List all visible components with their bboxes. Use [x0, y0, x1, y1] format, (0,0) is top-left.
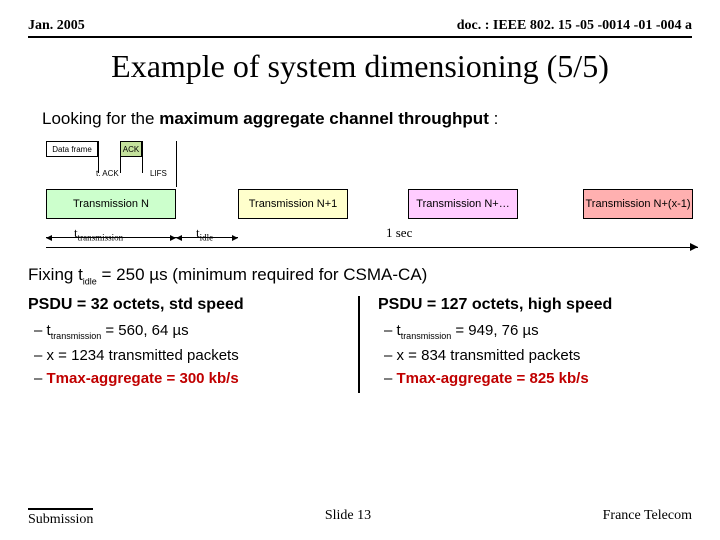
axis-arrowhead [690, 243, 698, 251]
ttrans-arrow [46, 237, 176, 238]
left-column: PSDU = 32 octets, std speed ttransmissio… [28, 296, 360, 393]
timing-diagram: Data frame ACK t. ACK LIFS Transmission … [28, 137, 692, 257]
page-title: Example of system dimensioning (5/5) [28, 48, 692, 85]
ack-box: ACK [120, 141, 142, 157]
prompt-suf: : [489, 109, 498, 128]
tick [120, 141, 121, 173]
one-sec-label: 1 sec [386, 225, 412, 241]
footer: Submission Slide 13 France Telecom [28, 508, 692, 528]
right-b2: x = 834 transmitted packets [402, 347, 692, 364]
tx-n-box: Transmission N [46, 189, 176, 219]
ttransmission-label: ttransmission [74, 225, 123, 243]
header-date: Jan. 2005 [28, 18, 85, 34]
data-frame-box: Data frame [46, 141, 98, 157]
footer-org: France Telecom [603, 508, 692, 528]
right-column: PSDU = 127 octets, high speed ttransmiss… [360, 296, 692, 393]
left-heading: PSDU = 32 octets, std speed [28, 296, 346, 314]
prompt-pre: Looking for the [42, 109, 159, 128]
right-b3: Tmax-aggregate = 825 kb/s [402, 370, 692, 387]
prompt-bold: maximum aggregate channel throughput [159, 109, 489, 128]
left-b3: Tmax-aggregate = 300 kb/s [52, 370, 346, 387]
right-b1: ttransmission = 949, 76 µs [402, 322, 692, 341]
tick [176, 141, 177, 187]
tidle-label: tidle [196, 225, 213, 243]
tx-nx-box: Transmission N+(x-1) [583, 189, 693, 219]
header: Jan. 2005 doc. : IEEE 802. 15 -05 -0014 … [28, 18, 692, 38]
tidle-arrow [176, 237, 238, 238]
axis-line [46, 247, 698, 248]
two-columns: PSDU = 32 octets, std speed ttransmissio… [28, 296, 692, 393]
tick [142, 141, 143, 173]
tx-n1-box: Transmission N+1 [238, 189, 348, 219]
header-docref: doc. : IEEE 802. 15 -05 -0014 -01 -004 a [457, 18, 692, 34]
tx-ndots-box: Transmission N+… [408, 189, 518, 219]
footer-slide: Slide 13 [325, 508, 371, 528]
left-b1: ttransmission = 560, 64 µs [52, 322, 346, 341]
prompt: Looking for the maximum aggregate channe… [42, 109, 692, 129]
tack-label: t. ACK [96, 169, 119, 178]
lifs-label: LIFS [150, 169, 167, 178]
left-b2: x = 1234 transmitted packets [52, 347, 346, 364]
fixing-line: Fixing tidle = 250 µs (minimum required … [28, 265, 692, 286]
footer-submission: Submission [28, 508, 93, 528]
right-heading: PSDU = 127 octets, high speed [378, 296, 692, 314]
